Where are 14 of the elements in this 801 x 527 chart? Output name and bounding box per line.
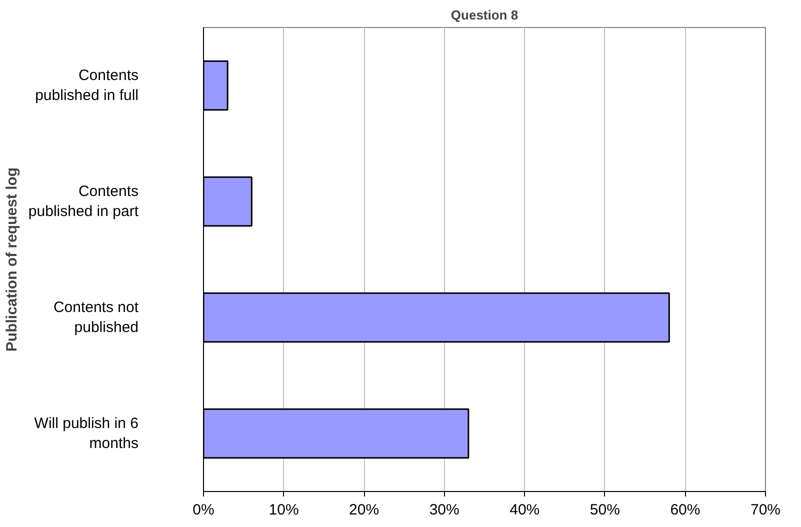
x-tick-label: 0% (192, 502, 214, 518)
x-tick-label: 10% (268, 502, 299, 518)
y-tick-label: Contents not published (53, 298, 140, 336)
x-tick-label: 30% (429, 502, 460, 518)
x-tick-label: 60% (670, 502, 700, 518)
y-tick-label: Will publish in 6 months (34, 414, 139, 452)
chart-title: Question 8 (450, 8, 518, 22)
y-axis-title: Publication of request log (3, 167, 20, 352)
y-tick-label: Contents published in part (28, 182, 140, 220)
x-tick-label: 70% (750, 502, 781, 518)
y-tick-label: Contents published in full (35, 66, 139, 104)
x-tick-label: 50% (590, 502, 620, 518)
x-tick-label: 40% (510, 502, 540, 518)
x-tick-label: 20% (349, 502, 380, 518)
